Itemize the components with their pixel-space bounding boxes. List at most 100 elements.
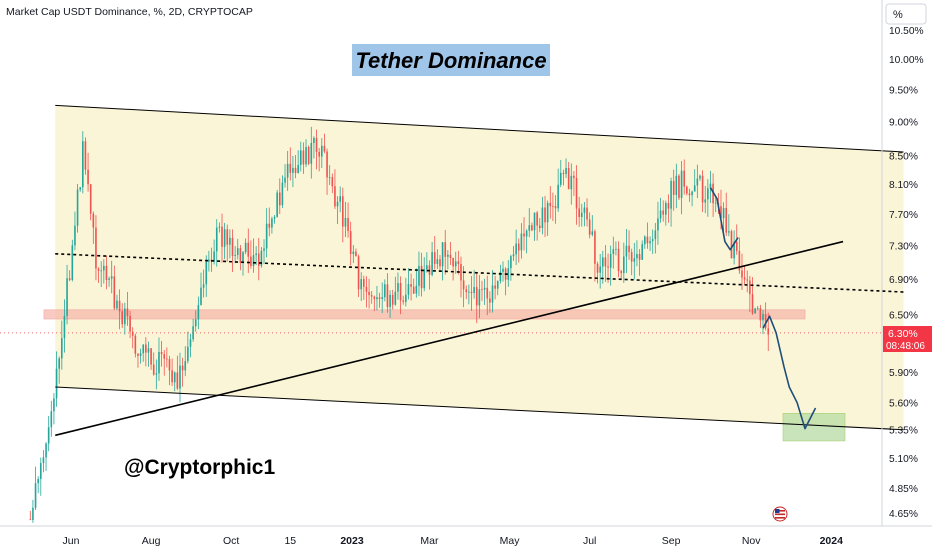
candle-body <box>355 251 357 257</box>
candle <box>315 129 318 170</box>
candle <box>512 245 515 261</box>
candle <box>160 340 163 367</box>
candle <box>583 201 586 227</box>
candle <box>34 466 37 510</box>
candle <box>659 197 662 223</box>
candle-body <box>552 206 554 208</box>
candle-body <box>586 207 588 220</box>
candle <box>326 148 328 195</box>
scale-button[interactable] <box>885 3 927 25</box>
candle <box>494 275 496 300</box>
candle <box>139 348 142 364</box>
candle-body <box>363 279 365 287</box>
candle-body <box>447 254 449 257</box>
candle-body <box>615 248 617 250</box>
candle-body <box>131 331 134 336</box>
candle <box>173 371 176 392</box>
y-tick-label: 4.65% <box>889 509 918 520</box>
candle-body <box>483 287 486 290</box>
candle <box>722 202 725 232</box>
candle-body <box>764 314 767 329</box>
candle <box>234 245 236 264</box>
candle-body <box>665 202 667 215</box>
candle-body <box>213 251 215 262</box>
candle-body <box>478 289 481 306</box>
us-flag-event-icon[interactable] <box>772 506 788 522</box>
y-tick-label: 5.35% <box>889 426 918 437</box>
candle <box>754 307 756 314</box>
candle-body <box>126 308 129 316</box>
candle <box>586 198 588 227</box>
candle <box>363 275 365 300</box>
candle <box>257 238 260 281</box>
candle <box>714 196 717 213</box>
candle-body <box>323 145 326 152</box>
candle-body <box>168 359 171 371</box>
candle-body <box>129 315 131 332</box>
candle-body <box>336 201 339 207</box>
candle <box>231 229 234 273</box>
candle <box>137 353 139 368</box>
candle-body <box>384 284 386 298</box>
candle <box>84 137 87 175</box>
candle <box>347 202 349 238</box>
candle-body <box>189 339 192 347</box>
candle <box>242 251 244 276</box>
x-tick-label: 15 <box>284 535 296 547</box>
candle-body <box>37 478 39 484</box>
candle-body <box>250 256 252 266</box>
candle <box>299 141 302 172</box>
candle <box>733 230 735 265</box>
candle <box>197 296 200 330</box>
candle-body <box>573 175 575 179</box>
candle <box>113 265 116 311</box>
candle <box>192 318 194 342</box>
candle <box>644 235 646 249</box>
candle-body <box>628 245 630 253</box>
candle <box>208 250 210 272</box>
candle <box>562 169 565 186</box>
candle <box>32 499 34 523</box>
candle <box>339 186 341 213</box>
candle-body <box>465 289 468 293</box>
candle <box>381 282 384 314</box>
candle <box>53 393 55 425</box>
candle <box>60 320 63 370</box>
candle <box>391 289 394 310</box>
candle <box>491 270 494 313</box>
candle <box>302 142 305 174</box>
candle <box>670 177 672 227</box>
candle-body <box>268 223 271 228</box>
candle-body <box>538 225 541 229</box>
candle <box>412 278 415 295</box>
candle-body <box>152 364 155 375</box>
candle <box>260 247 263 268</box>
candle-body <box>644 236 646 245</box>
candle-body <box>349 231 352 255</box>
candle <box>147 341 150 367</box>
candle-body <box>292 167 294 173</box>
candle <box>533 212 536 241</box>
candle <box>215 219 218 267</box>
candle <box>265 208 268 258</box>
candle <box>609 245 612 286</box>
candle-body <box>218 226 221 228</box>
candle <box>478 275 481 319</box>
candle <box>100 261 103 287</box>
candle-body <box>454 261 457 267</box>
candle <box>313 136 315 159</box>
candle-body <box>636 253 638 259</box>
candle <box>134 333 137 358</box>
candle <box>37 476 39 494</box>
candle-body <box>675 175 678 195</box>
candle <box>155 359 158 390</box>
candle-body <box>221 226 223 247</box>
candle-body <box>197 304 200 320</box>
candle-body <box>738 250 741 271</box>
candle-body <box>231 237 234 256</box>
candle <box>709 170 712 204</box>
y-tick-label: 10.00% <box>889 55 924 66</box>
title-box-label: Tether Dominance <box>355 48 546 73</box>
